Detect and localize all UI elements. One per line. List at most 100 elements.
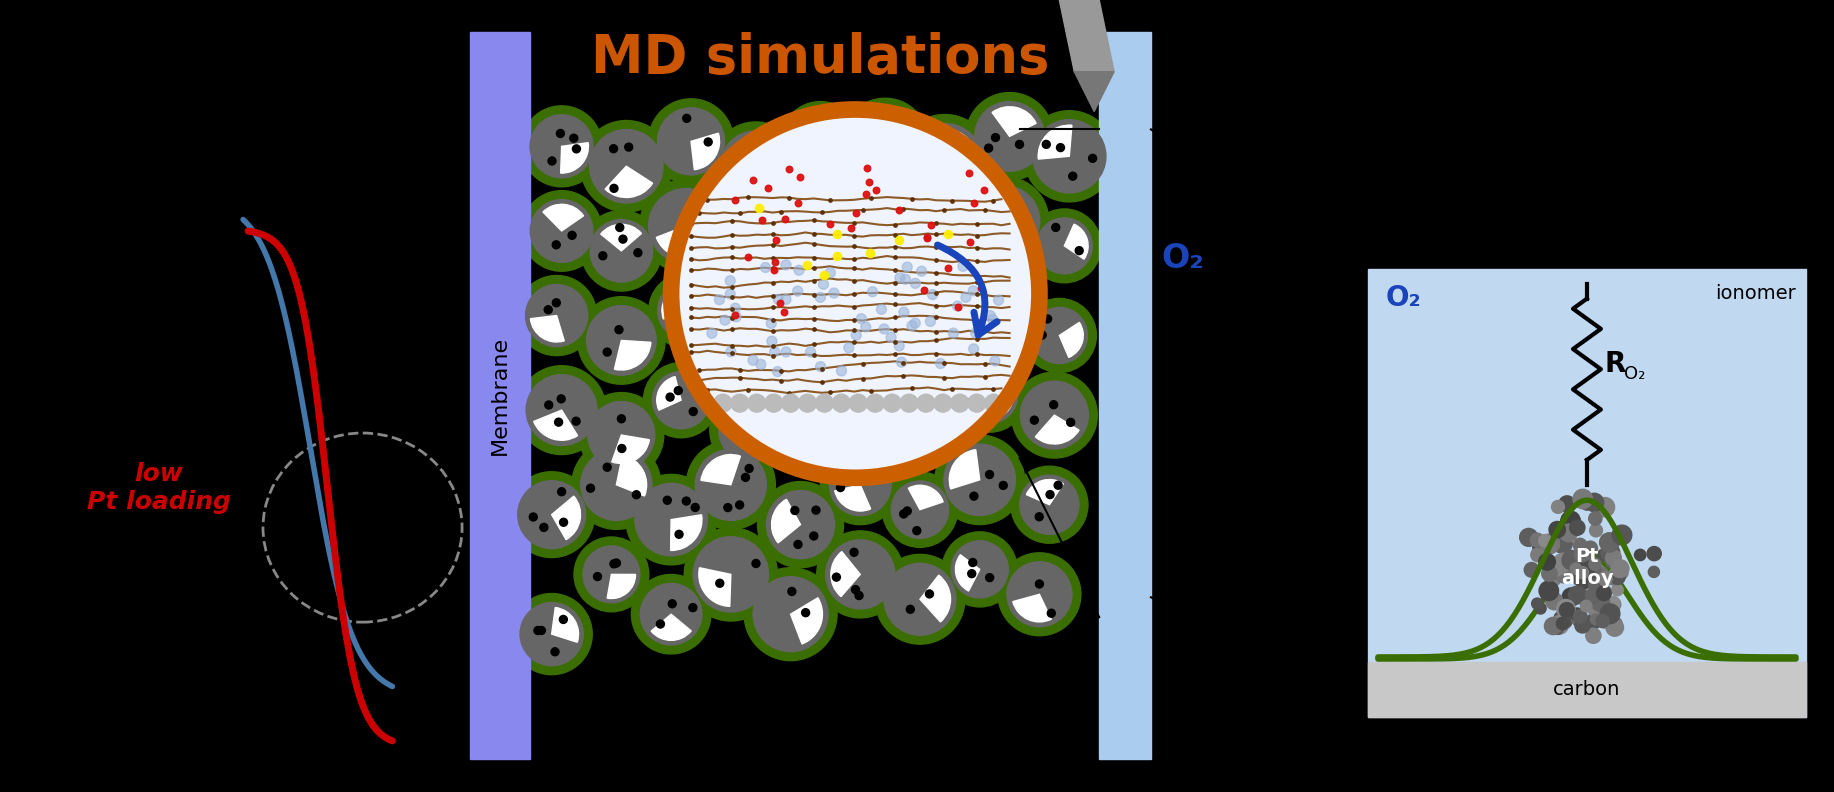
Circle shape: [1530, 533, 1544, 547]
Point: [677, 264, 706, 276]
Circle shape: [926, 317, 935, 326]
Wedge shape: [928, 129, 976, 162]
Circle shape: [807, 127, 814, 135]
Circle shape: [1570, 563, 1581, 574]
Circle shape: [688, 208, 697, 215]
Point: [889, 202, 919, 215]
Circle shape: [985, 573, 994, 581]
Bar: [1368, 662, 1806, 717]
Circle shape: [1590, 614, 1601, 625]
Circle shape: [550, 648, 559, 656]
Point: [911, 231, 941, 244]
Circle shape: [1016, 140, 1023, 148]
Circle shape: [649, 99, 734, 184]
Circle shape: [1574, 539, 1586, 552]
Point: [963, 218, 992, 230]
Circle shape: [559, 615, 567, 623]
Circle shape: [1559, 496, 1575, 512]
Circle shape: [998, 553, 1080, 636]
Point: [963, 242, 992, 254]
Point: [717, 280, 746, 293]
Circle shape: [945, 444, 1016, 516]
Circle shape: [537, 626, 545, 634]
Circle shape: [1552, 501, 1564, 513]
Circle shape: [1579, 558, 1596, 577]
Point: [963, 348, 992, 360]
Circle shape: [558, 395, 565, 403]
Wedge shape: [869, 287, 899, 326]
Circle shape: [618, 415, 625, 423]
Circle shape: [849, 394, 867, 412]
Point: [726, 207, 756, 219]
Circle shape: [818, 280, 829, 289]
Wedge shape: [657, 226, 702, 258]
Circle shape: [770, 347, 779, 356]
Point: [759, 263, 789, 276]
Point: [836, 222, 866, 234]
Circle shape: [581, 120, 671, 212]
Circle shape: [1610, 569, 1625, 584]
Point: [757, 349, 787, 362]
Point: [717, 347, 746, 360]
Wedge shape: [908, 229, 939, 276]
Circle shape: [1524, 562, 1539, 577]
Circle shape: [583, 546, 640, 603]
Circle shape: [589, 402, 655, 469]
Circle shape: [1535, 603, 1546, 614]
Point: [911, 230, 941, 243]
Circle shape: [1612, 584, 1623, 596]
Point: [809, 268, 838, 281]
Wedge shape: [726, 336, 770, 364]
Circle shape: [657, 108, 724, 175]
Point: [677, 217, 706, 230]
Circle shape: [908, 124, 983, 199]
Circle shape: [836, 366, 847, 376]
Point: [759, 256, 789, 268]
Circle shape: [1575, 569, 1594, 588]
Circle shape: [1009, 231, 1016, 239]
Point: [823, 397, 853, 409]
Wedge shape: [834, 485, 871, 511]
Circle shape: [1588, 579, 1601, 591]
Circle shape: [860, 322, 871, 332]
Point: [884, 204, 913, 217]
Point: [677, 278, 706, 291]
Point: [792, 259, 822, 272]
Circle shape: [578, 297, 666, 384]
Text: ionomer: ionomer: [1715, 284, 1795, 303]
Point: [734, 191, 763, 204]
Circle shape: [1581, 554, 1594, 566]
Point: [757, 301, 787, 314]
Circle shape: [781, 260, 790, 270]
Wedge shape: [701, 455, 741, 485]
Circle shape: [554, 418, 563, 426]
Circle shape: [989, 314, 998, 324]
Point: [717, 251, 746, 264]
Circle shape: [1031, 307, 1088, 364]
Point: [677, 289, 706, 302]
Circle shape: [767, 318, 776, 329]
Circle shape: [838, 188, 911, 263]
Circle shape: [1590, 524, 1603, 537]
Circle shape: [976, 390, 983, 398]
Circle shape: [1045, 490, 1055, 499]
Point: [915, 219, 945, 231]
Circle shape: [836, 281, 904, 349]
Circle shape: [779, 369, 842, 432]
Point: [785, 170, 814, 183]
Bar: [1099, 32, 1152, 759]
Circle shape: [1607, 619, 1623, 636]
Circle shape: [985, 394, 1003, 412]
Circle shape: [581, 449, 651, 520]
Circle shape: [1581, 600, 1592, 611]
Circle shape: [1557, 617, 1568, 630]
Circle shape: [728, 151, 737, 159]
Point: [741, 398, 770, 410]
Circle shape: [719, 398, 783, 462]
Circle shape: [827, 132, 836, 140]
Point: [767, 205, 796, 218]
Circle shape: [611, 185, 618, 192]
Circle shape: [990, 356, 1000, 366]
Circle shape: [526, 375, 598, 446]
Circle shape: [587, 306, 657, 375]
